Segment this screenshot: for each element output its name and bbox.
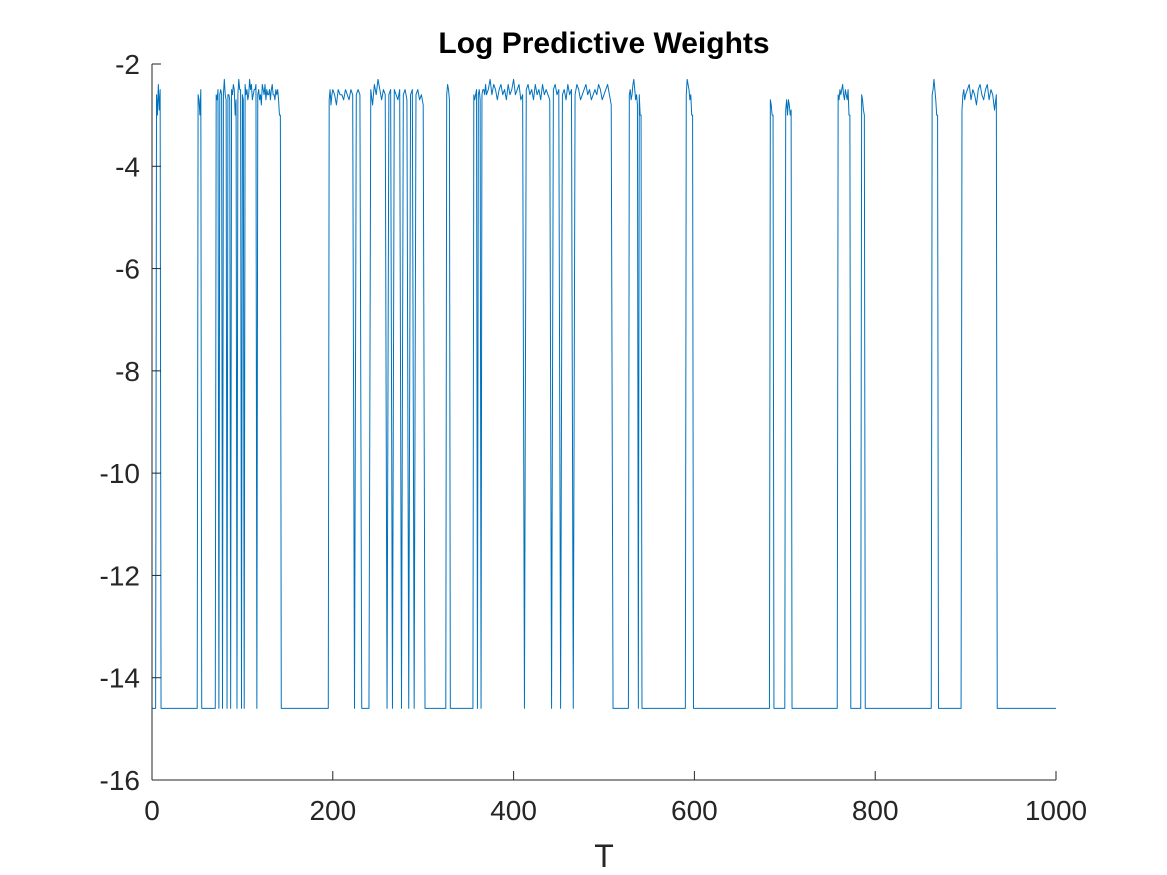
x-tick-label: 200: [309, 795, 356, 826]
y-tick-label: -14: [100, 663, 140, 694]
chart-title: Log Predictive Weights: [438, 27, 769, 60]
y-tick-label: -12: [100, 560, 140, 591]
axes: 0 200 400 600 800 1000 -2 -4 -6 -8 -10 -12 -14 -16: [100, 49, 1088, 826]
x-tick-label: 1000: [1025, 795, 1087, 826]
x-tick-label: 0: [144, 795, 160, 826]
x-tick-label: 400: [490, 795, 537, 826]
x-tick-label: 600: [671, 795, 718, 826]
y-tick-label: -6: [115, 254, 140, 285]
y-tick-label: -2: [115, 49, 140, 80]
y-tick-label: -16: [100, 765, 140, 796]
y-tick-label: -10: [100, 458, 140, 489]
y-tick-label: -4: [115, 151, 140, 182]
y-tick-label: -8: [115, 356, 140, 387]
plot-area: [152, 78, 1056, 709]
x-tick-label: 800: [852, 795, 899, 826]
series-line-0: [152, 78, 1056, 709]
x-axis-label: T: [594, 838, 614, 874]
